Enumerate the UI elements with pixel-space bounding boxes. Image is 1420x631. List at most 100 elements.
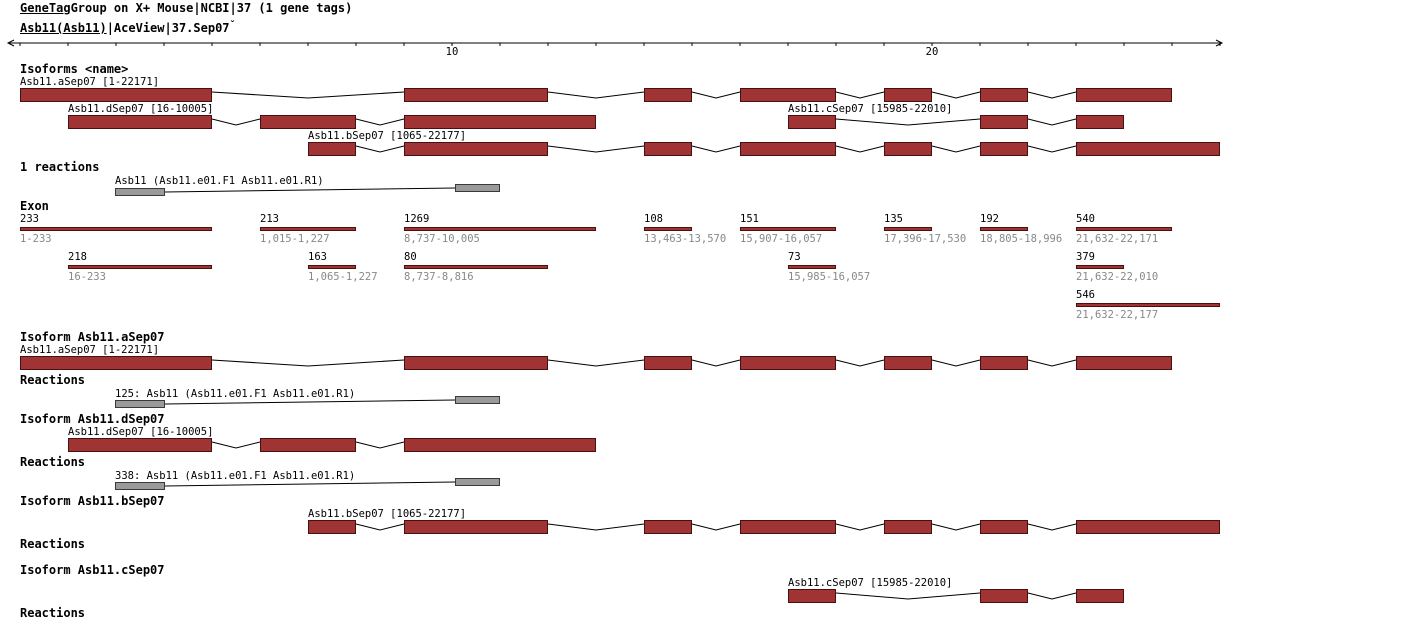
exon-bar[interactable] [740,227,836,231]
forward-primer-box[interactable] [115,400,165,408]
isoform-asep07-exon-box[interactable] [1076,356,1172,370]
exon-bar[interactable] [260,227,356,231]
isoform-dsep07-exon-box[interactable] [68,438,212,452]
isoform-asep07-exon-box[interactable] [884,356,932,370]
exon-bar[interactable] [788,265,836,269]
ruler-tick-label: 20 [925,46,939,58]
isoform-dsep07-exon-box[interactable] [68,115,212,129]
isoform-asep07-exon-box[interactable] [404,88,548,102]
isoform-bsep07-intron-line [355,523,405,531]
exon-bar[interactable] [68,265,212,269]
gene-link[interactable]: Asb11(Asb11) [20,21,107,35]
isoform-bsep07-exon-box[interactable] [740,520,836,534]
isoform-csep07-intron-line [1027,118,1077,126]
reaction-label: Asb11 (Asb11.e01.F1 Asb11.e01.R1) [115,175,324,187]
isoform-bsep07-exon-box[interactable] [1076,142,1220,156]
isoform-label: Asb11.aSep07 [1-22171] [20,344,160,356]
exon-length-value: 108 [644,213,663,225]
exon-bar[interactable] [884,227,932,231]
isoform-asep07-intron-line [1027,359,1077,367]
forward-primer-box[interactable] [115,482,165,490]
reverse-primer-box[interactable] [455,184,500,192]
exon-length-value: 540 [1076,213,1095,225]
reverse-primer-box[interactable] [455,478,500,486]
isoform-bsep07-exon-box[interactable] [884,520,932,534]
exon-range-value: 8,737-8,816 [404,271,474,283]
isoform-bsep07-intron-line [835,145,885,153]
isoform-label: Asb11.cSep07 [15985-22010] [788,577,953,589]
exon-bar[interactable] [1076,303,1220,307]
isoform-bsep07-exon-box[interactable] [644,520,692,534]
isoform-bsep07-exon-box[interactable] [308,520,356,534]
exon-bar[interactable] [404,265,548,269]
exon-length-value: 192 [980,213,999,225]
isoform-bsep07-exon-box[interactable] [308,142,356,156]
isoform-asep07-exon-box[interactable] [740,356,836,370]
isoform-asep07-exon-box[interactable] [740,88,836,102]
isoform-bsep07-exon-box[interactable] [740,142,836,156]
amplicon-line [164,481,456,487]
isoform-dsep07-exon-box[interactable] [260,115,356,129]
exon-range-value: 1,065-1,227 [308,271,378,283]
isoform-bsep07-exon-box[interactable] [884,142,932,156]
isoform-dsep07-exon-box[interactable] [260,438,356,452]
dropdown-caret-icon[interactable]: ˇ [229,20,236,31]
isoform-asep07-exon-box[interactable] [404,356,548,370]
exon-range-value: 21,632-22,010 [1076,271,1159,283]
isoform-bsep07-exon-box[interactable] [404,520,548,534]
exon-bar[interactable] [644,227,692,231]
isoform-bsep07-intron-line [691,145,741,153]
isoform-dsep07-exon-box[interactable] [404,438,596,452]
exon-bar[interactable] [404,227,596,231]
amplicon-line [164,399,456,405]
reactions-heading: Reactions [20,373,86,387]
exon-length-value: 379 [1076,251,1095,263]
exon-range-value: 1,015-1,227 [260,233,330,245]
isoform-bsep07-exon-box[interactable] [980,142,1028,156]
isoform-asep07-exon-box[interactable] [980,88,1028,102]
reaction-label: 338: Asb11 (Asb11.e01.F1 Asb11.e01.R1) [115,470,356,482]
isoform-section-heading: Isoform Asb11.dSep07 [20,412,165,426]
isoform-dsep07-intron-line [355,441,405,449]
isoform-asep07-exon-box[interactable] [20,356,212,370]
isoform-dsep07-exon-box[interactable] [404,115,596,129]
header-line1-text: Group on X+ Mouse|NCBI|37 (1 gene tags) [70,1,353,15]
exon-bar[interactable] [308,265,356,269]
isoform-asep07-intron-line [691,91,741,99]
isoform-csep07-exon-box[interactable] [788,115,836,129]
exon-length-value: 73 [788,251,801,263]
isoform-label: Asb11.dSep07 [16-10005] [68,103,214,115]
amplicon-line [164,187,456,193]
reverse-primer-box[interactable] [455,396,500,404]
isoform-asep07-exon-box[interactable] [1076,88,1172,102]
isoform-csep07-exon-box[interactable] [1076,589,1124,603]
isoform-asep07-exon-box[interactable] [980,356,1028,370]
exon-length-value: 218 [68,251,87,263]
genetag-group-link[interactable]: GeneTag [20,1,71,15]
isoform-bsep07-exon-box[interactable] [644,142,692,156]
isoform-asep07-exon-box[interactable] [644,88,692,102]
exon-range-value: 8,737-10,005 [404,233,480,245]
isoform-bsep07-exon-box[interactable] [404,142,548,156]
isoform-csep07-exon-box[interactable] [980,589,1028,603]
exon-bar[interactable] [1076,265,1124,269]
isoform-csep07-exon-box[interactable] [1076,115,1124,129]
exon-length-value: 163 [308,251,327,263]
forward-primer-box[interactable] [115,188,165,196]
isoform-label: Asb11.cSep07 [15985-22010] [788,103,953,115]
isoform-csep07-exon-box[interactable] [980,115,1028,129]
isoform-asep07-intron-line [835,359,885,367]
exon-bar[interactable] [20,227,212,231]
isoform-asep07-intron-line [547,91,645,99]
exon-bar[interactable] [980,227,1028,231]
isoform-csep07-exon-box[interactable] [788,589,836,603]
isoform-asep07-exon-box[interactable] [20,88,212,102]
isoform-asep07-exon-box[interactable] [884,88,932,102]
reaction-label: 125: Asb11 (Asb11.e01.F1 Asb11.e01.R1) [115,388,356,400]
isoform-bsep07-exon-box[interactable] [1076,520,1220,534]
isoform-bsep07-exon-box[interactable] [980,520,1028,534]
isoform-asep07-exon-box[interactable] [644,356,692,370]
page-header-line2: Asb11(Asb11)|AceView|37.Sep07ˇ [20,21,236,35]
exon-bar[interactable] [1076,227,1172,231]
isoform-section-heading: Isoform Asb11.bSep07 [20,494,165,508]
